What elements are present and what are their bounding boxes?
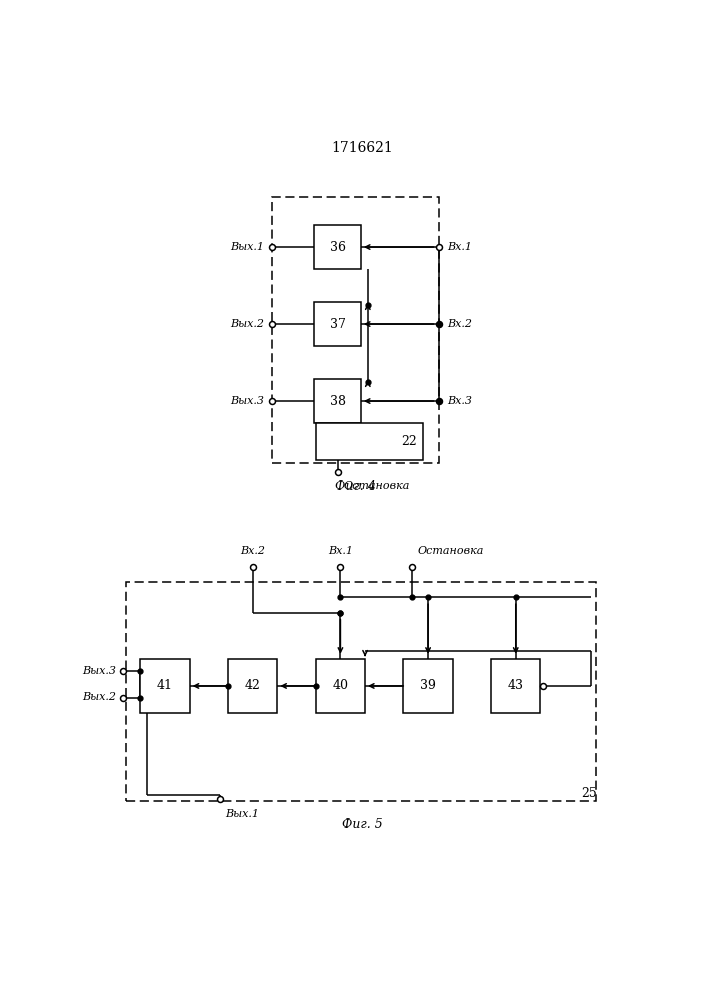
Text: 25: 25 xyxy=(582,787,597,800)
Text: Фиг. 5: Фиг. 5 xyxy=(342,818,382,831)
Text: Вых.2: Вых.2 xyxy=(230,319,264,329)
Bar xyxy=(228,659,277,713)
Text: Вых.1: Вых.1 xyxy=(230,242,264,252)
Text: 39: 39 xyxy=(420,679,436,692)
Bar xyxy=(272,197,439,463)
Text: Вых.3: Вых.3 xyxy=(230,396,264,406)
Text: 22: 22 xyxy=(401,435,417,448)
Bar xyxy=(315,225,361,269)
Text: 1716621: 1716621 xyxy=(332,141,393,155)
Bar xyxy=(404,659,452,713)
Bar xyxy=(316,659,365,713)
Text: Вх.2: Вх.2 xyxy=(240,546,265,556)
Bar xyxy=(315,379,361,423)
Text: Вх.1: Вх.1 xyxy=(328,546,353,556)
Text: Вых.3: Вых.3 xyxy=(82,666,116,676)
Bar xyxy=(315,302,361,346)
Bar xyxy=(141,659,189,713)
Bar xyxy=(126,582,596,801)
Text: 42: 42 xyxy=(245,679,261,692)
Text: 36: 36 xyxy=(329,241,346,254)
Text: 43: 43 xyxy=(508,679,524,692)
Text: Остановка: Остановка xyxy=(417,546,484,556)
Text: Вх.2: Вх.2 xyxy=(448,319,472,329)
Text: 37: 37 xyxy=(329,318,346,331)
Text: Вых.1: Вых.1 xyxy=(226,809,259,819)
Text: 38: 38 xyxy=(329,395,346,408)
Text: Вх.3: Вх.3 xyxy=(448,396,472,406)
Text: Фиг. 4: Фиг. 4 xyxy=(335,480,376,493)
Bar xyxy=(491,659,540,713)
Text: Остановка: Остановка xyxy=(343,481,409,491)
Text: 40: 40 xyxy=(332,679,349,692)
Text: 41: 41 xyxy=(157,679,173,692)
Text: Вх.1: Вх.1 xyxy=(448,242,472,252)
Bar xyxy=(316,423,423,460)
Text: Вых.2: Вых.2 xyxy=(82,692,116,702)
